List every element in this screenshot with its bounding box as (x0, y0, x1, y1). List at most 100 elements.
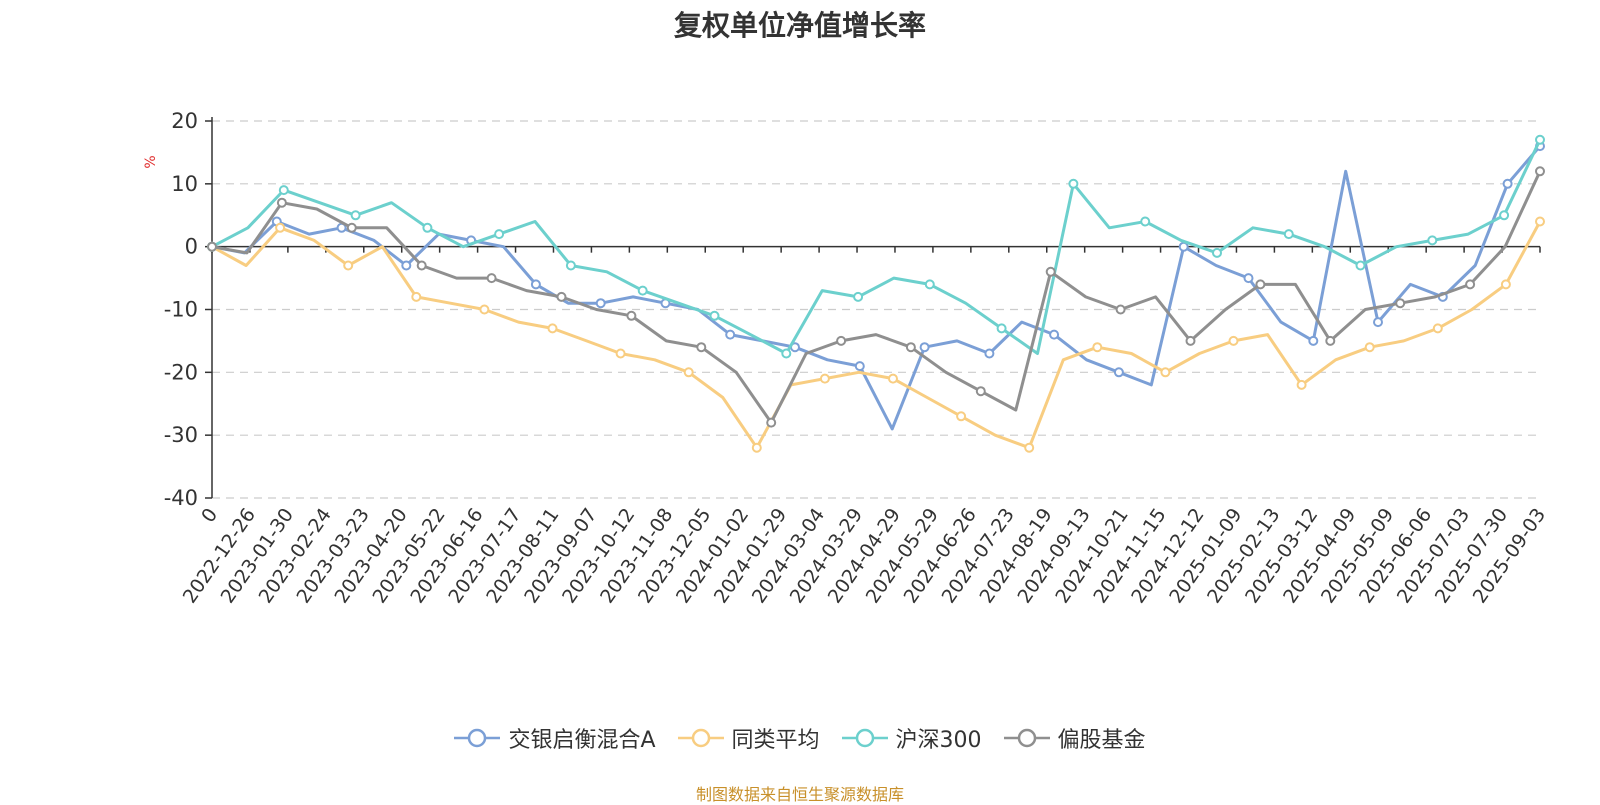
data-point (1049, 329, 1060, 340)
y-tick-label: -40 (164, 486, 198, 510)
legend-line-circle-icon (677, 728, 724, 748)
data-point (854, 361, 865, 372)
data-point (479, 304, 490, 315)
legend-line-circle-icon (1003, 728, 1050, 748)
data-point (1068, 178, 1079, 189)
data-point (819, 373, 830, 384)
data-point (343, 260, 354, 271)
data-point (1255, 279, 1266, 290)
legend-item[interactable]: 沪深300 (841, 722, 982, 754)
data-point (530, 279, 541, 290)
data-point (1395, 298, 1406, 309)
legend-label: 同类平均 (731, 728, 820, 753)
y-tick-label: -10 (164, 298, 198, 322)
data-point (924, 279, 935, 290)
legend-item[interactable]: 同类平均 (677, 722, 820, 754)
data-point (766, 417, 777, 428)
data-point (422, 222, 433, 233)
series-layer (207, 134, 1545, 453)
data-point (1140, 216, 1151, 227)
data-point (919, 342, 930, 353)
data-point (1243, 273, 1254, 284)
y-tick-label: -30 (164, 423, 198, 447)
data-point (1364, 342, 1375, 353)
data-point (1502, 178, 1513, 189)
data-point (1432, 323, 1443, 334)
source-note: 制图数据来自恒生聚源数据库 (695, 785, 904, 804)
chart-title: 复权单位净值增长率 (673, 9, 926, 42)
series-line-2 (211, 139, 1542, 355)
data-point (278, 185, 289, 196)
data-point (1115, 304, 1126, 315)
data-point (853, 291, 864, 302)
data-point (1212, 247, 1222, 258)
data-point (1228, 335, 1239, 346)
data-point (1427, 235, 1438, 246)
data-point (547, 323, 558, 334)
data-point (401, 260, 412, 271)
data-point (975, 386, 986, 397)
data-point (781, 348, 792, 359)
data-point (836, 335, 847, 346)
legend: 交银启衡混合A 同类平均 沪深300 偏股基金 (0, 722, 1600, 754)
data-point (1308, 335, 1319, 346)
data-point (996, 323, 1007, 334)
data-point (1113, 367, 1124, 378)
legend-label: 偏股基金 (1057, 728, 1146, 753)
series-line-3 (211, 170, 1542, 425)
data-point (1178, 241, 1189, 252)
data-point (725, 329, 736, 340)
data-point (1500, 279, 1511, 290)
data-point (984, 348, 995, 359)
data-point (1355, 260, 1366, 271)
data-point (275, 222, 286, 233)
legend-line-circle-icon (841, 728, 888, 748)
legend-item[interactable]: 交银启衡混合A (454, 722, 656, 754)
data-point (615, 348, 626, 359)
legend-label: 沪深300 (895, 728, 982, 753)
data-point (565, 260, 576, 271)
data-point (1045, 266, 1056, 277)
data-point (556, 291, 567, 302)
data-point (1024, 442, 1035, 453)
data-point (1465, 279, 1476, 290)
y-tick-label: 20 (171, 109, 198, 133)
legend-line-circle-icon (454, 728, 501, 748)
data-point (346, 222, 357, 233)
data-point (1283, 229, 1294, 240)
data-point (1535, 216, 1545, 227)
data-point (411, 291, 422, 302)
data-point (637, 285, 648, 296)
data-point (350, 210, 361, 221)
data-point (1535, 134, 1545, 145)
data-point (1373, 317, 1383, 328)
data-point (626, 310, 637, 321)
data-point (1185, 335, 1196, 346)
y-axis-unit: % (143, 155, 159, 168)
data-point (905, 342, 916, 353)
data-point (486, 273, 497, 284)
series-line-1 (211, 220, 1542, 450)
data-point (595, 298, 606, 309)
data-point (1092, 342, 1103, 353)
data-point (956, 411, 967, 422)
data-point (1160, 367, 1171, 378)
data-point (696, 342, 707, 353)
grid-layer (212, 120, 1540, 499)
data-point (888, 373, 898, 384)
data-point (751, 442, 762, 453)
data-point (207, 241, 217, 252)
y-tick-label: -20 (164, 360, 198, 384)
data-point (1535, 166, 1545, 177)
series-line-0 (211, 145, 1542, 431)
data-point (1296, 379, 1307, 390)
data-point (683, 367, 694, 378)
y-tick-label: 0 (185, 235, 198, 259)
x-tick-label: 0 (197, 504, 222, 527)
legend-item[interactable]: 偏股基金 (1003, 722, 1146, 754)
data-point (1499, 210, 1510, 221)
legend-label: 交银启衡混合A (508, 728, 656, 753)
data-point (494, 229, 505, 240)
data-point (1325, 335, 1336, 346)
